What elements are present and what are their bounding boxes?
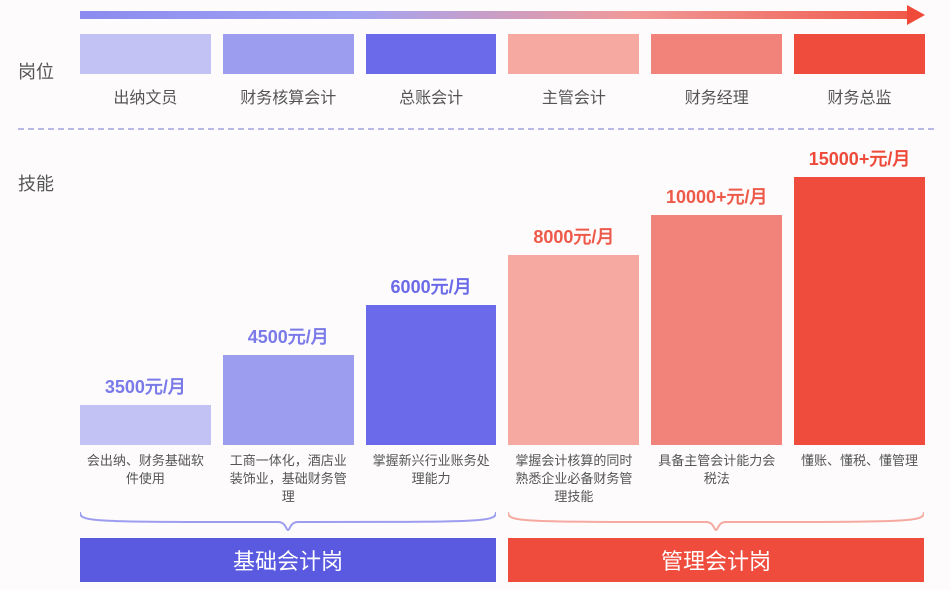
position-label: 财务核算会计 [240, 84, 336, 108]
bar-value-label: 6000元/月 [391, 273, 472, 299]
position-block [80, 34, 211, 74]
salary-bar [80, 405, 211, 445]
footer-left-label: 基础会计岗 [233, 544, 343, 576]
position-col: 财务总监 [794, 34, 925, 114]
bar-value-label: 4500元/月 [248, 323, 329, 349]
arrow-body [80, 11, 908, 19]
position-col: 财务核算会计 [223, 34, 354, 114]
salary-bar [651, 215, 782, 445]
position-col: 主管会计 [508, 34, 639, 114]
position-axis-label: 岗位 [18, 58, 54, 84]
salary-bar [794, 177, 925, 445]
bar-value-label: 3500元/月 [105, 373, 186, 399]
skill-description: 工商一体化，酒店业装饰业，基础财务管理 [223, 452, 354, 507]
section-divider [18, 128, 934, 130]
position-block [651, 34, 782, 74]
bar-col: 15000+元/月 [794, 145, 925, 445]
position-row: 出纳文员 财务核算会计 总账会计 主管会计 财务经理 财务总监 [80, 34, 925, 114]
bar-col: 8000元/月 [508, 145, 639, 445]
position-label: 出纳文员 [113, 84, 177, 108]
right-group-brace [508, 510, 924, 532]
bar-col: 4500元/月 [223, 145, 354, 445]
bar-value-label: 15000+元/月 [809, 145, 911, 171]
position-label: 主管会计 [542, 84, 606, 108]
position-block [794, 34, 925, 74]
skill-description: 具备主管会计能力会税法 [651, 452, 782, 507]
position-label: 财务经理 [685, 84, 749, 108]
salary-bar [508, 255, 639, 445]
bar-value-label: 10000+元/月 [666, 183, 768, 209]
skill-description: 掌握会计核算的同时熟悉企业必备财务管理技能 [508, 452, 639, 507]
bar-value-label: 8000元/月 [533, 223, 614, 249]
salary-bar [223, 355, 354, 445]
arrow-head-icon [907, 5, 925, 25]
skill-description: 会出纳、财务基础软件使用 [80, 452, 211, 507]
position-col: 财务经理 [651, 34, 782, 114]
footer-basic-accounting: 基础会计岗 [80, 538, 496, 582]
bar-col: 3500元/月 [80, 145, 211, 445]
left-group-brace [80, 510, 496, 532]
skill-description: 懂账、懂税、懂管理 [794, 452, 925, 507]
bar-col: 10000+元/月 [651, 145, 782, 445]
footer-right-label: 管理会计岗 [661, 544, 771, 576]
progression-arrow [80, 8, 925, 22]
skill-axis-label: 技能 [18, 170, 54, 196]
position-block [366, 34, 497, 74]
bar-col: 6000元/月 [366, 145, 497, 445]
main-container: 出纳文员 财务核算会计 总账会计 主管会计 财务经理 财务总监 3500元/月 4500元/… [80, 0, 940, 590]
position-label: 财务总监 [828, 84, 892, 108]
position-block [223, 34, 354, 74]
salary-bar-chart: 3500元/月 4500元/月 6000元/月 8000元/月 10000+元/月 150… [80, 145, 925, 445]
footer-management-accounting: 管理会计岗 [508, 538, 924, 582]
salary-bar [366, 305, 497, 445]
position-label: 总账会计 [399, 84, 463, 108]
skill-description: 掌握新兴行业账务处理能力 [366, 452, 497, 507]
skill-description-row: 会出纳、财务基础软件使用工商一体化，酒店业装饰业，基础财务管理掌握新兴行业账务处… [80, 452, 925, 507]
position-block [508, 34, 639, 74]
position-col: 出纳文员 [80, 34, 211, 114]
position-col: 总账会计 [366, 34, 497, 114]
